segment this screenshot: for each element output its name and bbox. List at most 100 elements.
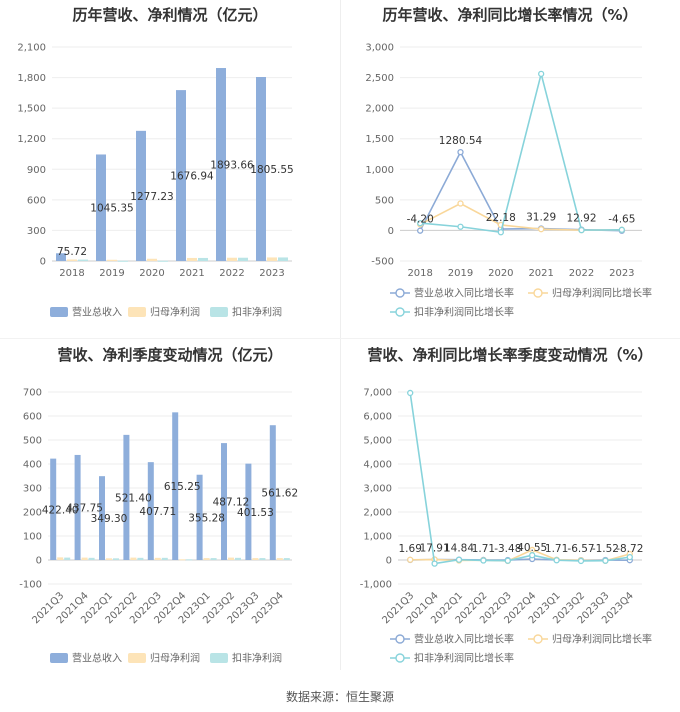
legend-swatch-marker (395, 634, 405, 644)
data-label: 355.28 (188, 512, 225, 524)
x-tick-label: 2018 (407, 268, 432, 279)
legend-label: 归母净利润同比增长率 (552, 633, 652, 646)
legend-label: 扣非净利润 (232, 306, 282, 319)
data-point (417, 219, 424, 227)
y-tick-label: 1,800 (17, 73, 46, 84)
legend-label: 扣非净利润同比增长率 (414, 306, 514, 319)
data-label: -4.65 (608, 214, 635, 226)
legend-swatch-marker (395, 307, 405, 317)
data-point (553, 557, 560, 564)
legend-label: 归母净利润 (150, 306, 200, 319)
bar-revenue (196, 474, 203, 560)
y-tick-label: 3,000 (363, 484, 392, 495)
legend-label: 归母净利润同比增长率 (552, 287, 652, 300)
data-label: 1805.55 (250, 164, 293, 176)
data-label: 1280.54 (439, 135, 483, 147)
data-label: 615.25 (164, 481, 201, 493)
data-point (538, 70, 545, 78)
data-point (457, 223, 464, 230)
y-tick-label: -100 (19, 580, 42, 591)
bar-revenue (269, 425, 276, 560)
bar-revenue (50, 458, 57, 560)
data-point (431, 560, 438, 567)
y-tick-label: -500 (371, 257, 394, 268)
y-tick-label: 2,100 (17, 43, 46, 54)
bar-deducted-profit (161, 557, 168, 560)
data-label: 1893.66 (210, 160, 254, 172)
y-tick-label: 2,000 (365, 104, 394, 115)
y-tick-label: 1,200 (17, 134, 46, 145)
x-tick-label: 2021 (528, 268, 553, 279)
series-line (420, 73, 622, 234)
legend-label: 营业总收入同比增长率 (414, 287, 514, 300)
legend-label: 营业总收入同比增长率 (414, 633, 514, 646)
x-tick-label: 2023 (259, 268, 284, 279)
legend-swatch-marker (533, 634, 543, 644)
bar-deducted-profit (78, 259, 88, 261)
x-tick-label: 2019 (448, 268, 473, 279)
data-label: 31.29 (526, 212, 556, 224)
bar-net-profit (179, 559, 186, 561)
data-point (529, 552, 536, 559)
y-tick-label: 1,500 (17, 104, 46, 115)
y-tick-label: 5,000 (363, 436, 392, 447)
legend-swatch (210, 653, 228, 663)
data-label: 1676.94 (170, 171, 214, 183)
bar-deducted-profit (278, 257, 288, 261)
bar-net-profit (252, 558, 259, 560)
bar-revenue (221, 443, 227, 560)
bar-revenue (96, 154, 106, 261)
data-point (626, 553, 633, 561)
legend-swatch (128, 307, 146, 317)
x-tick-label: 2021 (179, 268, 204, 279)
bar-net-profit (267, 257, 277, 261)
data-label: 1277.23 (130, 191, 173, 203)
legend-swatch-marker (395, 653, 405, 663)
bar-deducted-profit (137, 557, 144, 560)
series-line (409, 392, 630, 565)
data-point (497, 229, 504, 236)
x-tick-label: 2022 (219, 268, 244, 279)
legend-swatch (50, 653, 68, 663)
data-point (538, 226, 545, 233)
data-label: -1.52 (592, 543, 619, 555)
y-tick-label: 300 (23, 484, 42, 495)
annual-growth-chart: -500 0 500 1,000 1,500 2,000 2,500 3,000 2018 201… (365, 43, 652, 319)
data-point (480, 557, 487, 564)
data-point (407, 556, 414, 563)
y-tick-label: 3,000 (365, 43, 394, 54)
data-label: 75.72 (57, 246, 87, 258)
bar-revenue (245, 463, 252, 560)
bar-net-profit (203, 558, 210, 560)
bar-net-profit (227, 257, 237, 261)
bar-net-profit (228, 557, 234, 560)
bar-net-profit (147, 258, 157, 261)
bar-revenue (74, 454, 81, 560)
y-tick-label: 200 (23, 508, 42, 519)
bar-deducted-profit (235, 557, 241, 560)
bar-net-profit (107, 259, 117, 261)
bar-deducted-profit (88, 557, 95, 560)
data-point (455, 556, 463, 563)
data-point (417, 227, 424, 234)
data-label: 487.12 (213, 497, 250, 509)
x-tick-label: 2020 (488, 268, 513, 279)
data-label: 437.75 (66, 502, 103, 514)
quarterly-growth-panel: 营收、净利同比增长率季度变动情况（%） -1,000 0 1,000 2,000 3,0… (340, 340, 680, 680)
bar-deducted-profit (186, 559, 193, 561)
chart-title: 历年营收、净利同比增长率情况（%） (382, 6, 638, 24)
bar-deducted-profit (64, 557, 71, 560)
quarterly-revenue-profit-chart: -10001002003004005006007002021Q32021Q420… (19, 388, 298, 665)
legend-label: 归母净利润 (150, 652, 200, 665)
bar-revenue (216, 68, 226, 261)
x-tick-label: 2022 (569, 268, 594, 279)
data-label: 17.91 (420, 543, 450, 555)
data-point (578, 226, 585, 234)
bar-revenue (56, 253, 66, 261)
bar-net-profit (81, 557, 88, 560)
data-label: 521.40 (115, 492, 152, 504)
x-tick-label: 2023 (609, 268, 634, 279)
data-label: 1.69 (399, 543, 422, 555)
quarterly-revenue-profit-panel: 营收、净利季度变动情况（亿元） -100 0 100 200 300 400 500 600 7… (0, 340, 340, 680)
data-label: 40.55 (517, 542, 547, 554)
